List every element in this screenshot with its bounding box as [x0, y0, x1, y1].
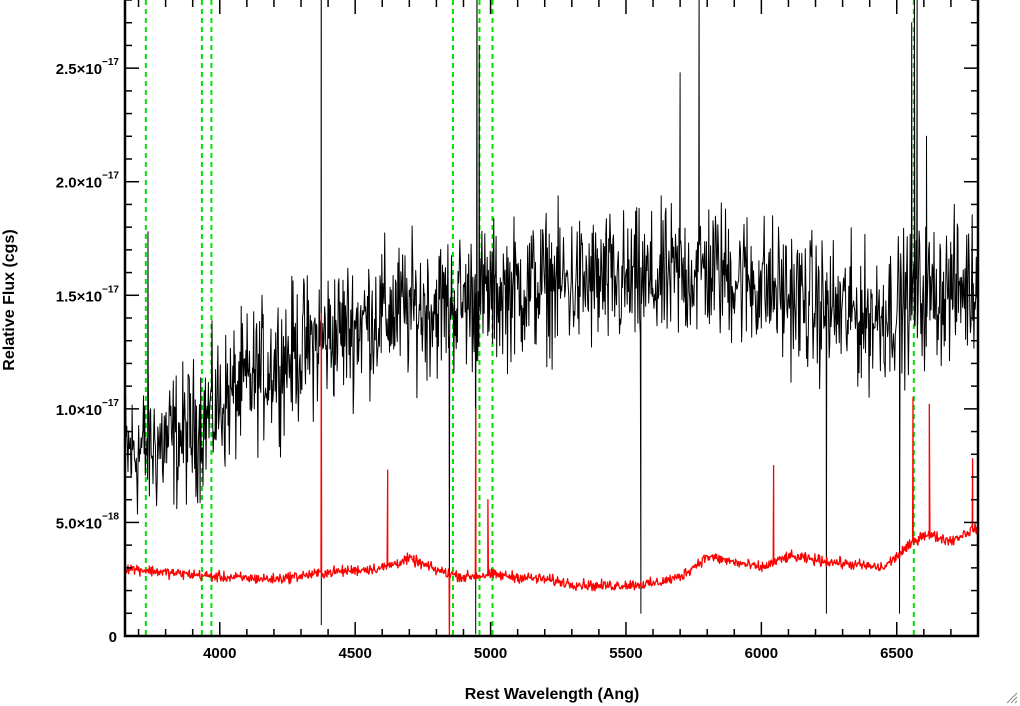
y-tick-label: 1.5×10−17 — [56, 284, 120, 305]
y-tick-label: 1.0×10−17 — [56, 398, 120, 419]
resize-grip-icon[interactable] — [1004, 690, 1018, 704]
observed-spectrum-line — [125, 0, 978, 635]
x-tick-label: 6500 — [880, 645, 913, 662]
y-axis-title: Relative Flux (cgs) — [1, 229, 18, 370]
tick-labels: 4000 4500 5000 5500 6000 6500 0 5.0×10−18 1.0×10… — [56, 57, 914, 662]
x-tick-label: 4000 — [203, 645, 236, 662]
model-spectrum-line — [125, 312, 978, 636]
plot-frame — [123, 0, 980, 638]
y-tick-label: 0 — [109, 629, 117, 646]
x-axis-title: Rest Wavelength (Ang) — [465, 686, 640, 703]
x-tick-label: 4500 — [338, 645, 371, 662]
spectrum-series — [125, 0, 978, 636]
y-tick-label: 5.0×10−18 — [56, 511, 120, 532]
x-tick-label: 5000 — [474, 645, 507, 662]
axes — [123, 0, 980, 638]
y-tick-label: 2.0×10−17 — [56, 171, 120, 192]
x-tick-label: 6000 — [745, 645, 778, 662]
y-tick-label: 2.5×10−17 — [56, 57, 120, 78]
x-tick-label: 5500 — [609, 645, 642, 662]
